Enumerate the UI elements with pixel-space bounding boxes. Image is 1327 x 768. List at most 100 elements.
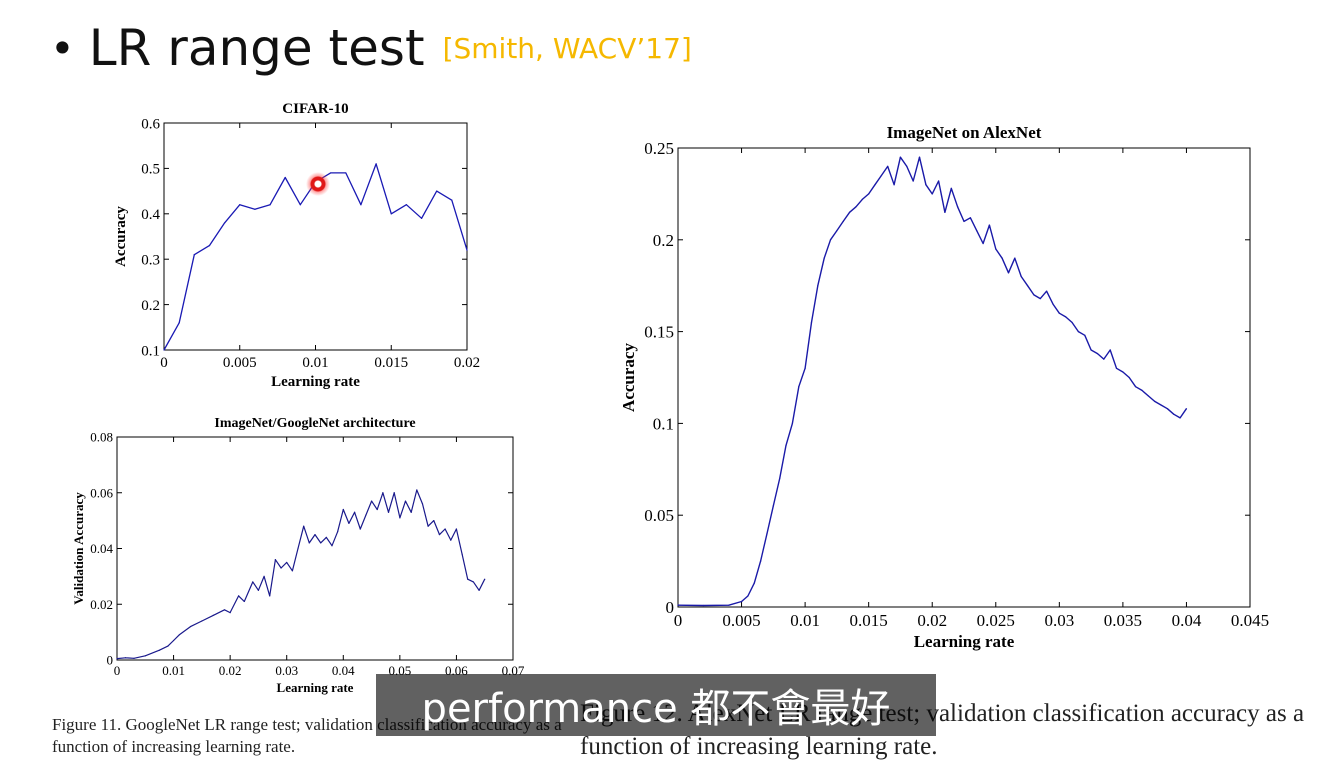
data-point <box>331 545 333 547</box>
y-tick-label: 0.05 <box>644 506 674 525</box>
x-tick-label: 0.015 <box>850 611 888 630</box>
data-point <box>899 156 902 158</box>
y-tick-label: 0.06 <box>90 485 113 500</box>
data-point <box>467 578 469 580</box>
data-point <box>455 528 458 530</box>
plot-frame <box>677 147 1251 608</box>
data-point <box>201 620 203 622</box>
data-point <box>1001 257 1003 259</box>
data-point <box>1115 367 1118 369</box>
data-point <box>461 553 463 555</box>
data-point <box>243 600 245 603</box>
plot-frame <box>163 122 468 351</box>
data-point <box>405 204 407 206</box>
data-point <box>376 508 378 511</box>
y-tick-label: 0.3 <box>141 252 160 268</box>
data-point <box>375 163 377 165</box>
data-point <box>144 655 146 657</box>
data-point <box>1090 349 1092 351</box>
x-tick-label: 0.035 <box>1104 611 1142 630</box>
data-point <box>436 190 438 192</box>
data-point <box>354 511 356 513</box>
data-point <box>269 204 271 206</box>
data-point <box>810 321 813 324</box>
y-tick-label: 0 <box>107 653 114 668</box>
x-tick-label: 0.03 <box>1044 611 1074 630</box>
data-point <box>284 176 286 179</box>
data-point <box>1179 417 1181 419</box>
data-point <box>404 500 407 502</box>
x-tick-label: 0.015 <box>374 355 408 371</box>
data-point <box>325 536 327 538</box>
data-point <box>753 582 755 584</box>
data-point <box>1039 297 1041 300</box>
y-tick-label: 0.08 <box>90 430 113 445</box>
data-point <box>420 217 423 219</box>
data-point <box>1020 275 1022 278</box>
data-point <box>728 604 730 606</box>
data-point <box>1046 290 1048 292</box>
data-point <box>330 172 332 174</box>
data-point <box>1026 285 1029 287</box>
y-tick-label: 0.15 <box>644 323 674 342</box>
citation: [Smith, WACV’17] <box>442 31 692 65</box>
y-tick-label: 0.6 <box>141 116 160 132</box>
data-point <box>223 609 226 611</box>
data-point <box>1128 376 1130 379</box>
data-point <box>995 248 997 250</box>
data-point <box>798 386 800 388</box>
data-point <box>360 204 362 206</box>
x-tick-label: 0.045 <box>1231 611 1269 630</box>
data-point <box>772 505 774 507</box>
x-tick-label: 0 <box>160 355 168 371</box>
data-point <box>229 612 231 614</box>
data-point <box>269 595 271 597</box>
x-axis-label: Learning rate <box>914 632 1015 651</box>
data-point <box>416 489 418 491</box>
data-point <box>299 204 301 206</box>
data-point <box>874 184 876 186</box>
data-point <box>1154 400 1156 402</box>
chart-googlenet: ImageNet/GoogleNet architecture 0 0.01 0.02… <box>71 416 525 695</box>
x-tick-label: 0 <box>114 663 121 678</box>
data-point <box>823 257 825 259</box>
data-point <box>1007 272 1010 274</box>
data-point <box>208 244 211 247</box>
y-tick-label: 0.1 <box>653 414 674 433</box>
data-point <box>855 206 857 208</box>
data-point <box>359 528 361 530</box>
data-point <box>1185 408 1188 410</box>
data-point <box>925 184 927 186</box>
data-point <box>677 604 679 606</box>
data-point <box>478 589 480 591</box>
data-point <box>163 349 165 351</box>
y-axis-label: Accuracy <box>113 206 129 267</box>
data-point <box>912 180 914 182</box>
data-point <box>1173 413 1175 415</box>
y-tick-label: 0.02 <box>90 597 113 612</box>
data-point <box>1065 316 1067 318</box>
x-tick-label: 0.005 <box>722 611 760 630</box>
data-point <box>963 220 965 223</box>
data-point <box>804 367 806 369</box>
data-point <box>785 444 787 447</box>
bullet-glyph: • <box>50 23 75 73</box>
data-point <box>297 547 299 550</box>
data-point <box>303 525 305 527</box>
data-point <box>239 204 241 206</box>
data-point <box>842 220 844 223</box>
data-point <box>969 217 971 219</box>
x-tick-label: 0.025 <box>977 611 1015 630</box>
data-point <box>133 657 135 659</box>
data-point <box>320 542 322 544</box>
data-point <box>868 193 870 195</box>
data-point <box>291 570 293 572</box>
data-point <box>1084 334 1086 336</box>
data-point <box>252 581 254 583</box>
x-tick-label: 0.03 <box>275 663 298 678</box>
x-tick-label: 0.01 <box>302 355 328 371</box>
x-tick-label: 0.02 <box>454 355 480 371</box>
data-point <box>224 222 226 224</box>
x-tick-label: 0.02 <box>219 663 242 678</box>
y-tick-label: 0.2 <box>653 231 674 250</box>
